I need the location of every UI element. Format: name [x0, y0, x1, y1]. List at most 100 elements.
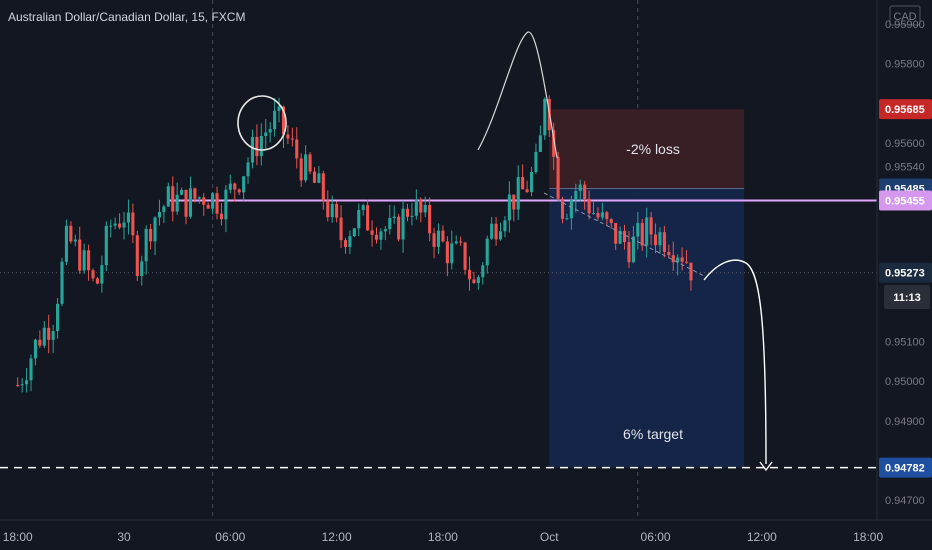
candle-body-73 — [339, 217, 343, 241]
candle-body-31 — [153, 217, 157, 242]
candle-body-114 — [521, 177, 525, 190]
candle-body-42 — [202, 197, 206, 205]
x-tick-labels: 18:00 30 06:00 12:00 18:00 Oct 06:00 12:00 18:00 — [3, 530, 884, 544]
spike-curve-drawing — [477, 31, 558, 159]
candle-body-96 — [441, 230, 445, 242]
candle-body-41 — [197, 197, 201, 199]
candle-body-79 — [366, 205, 370, 231]
countdown-badge — [884, 285, 930, 309]
candle-body-18 — [95, 278, 99, 284]
candle-body-14 — [78, 239, 82, 271]
y-tick-2: 0.95600 — [885, 138, 925, 150]
candle-body-19 — [100, 265, 104, 284]
candle-body-94 — [432, 233, 436, 247]
candle-body-109 — [498, 231, 503, 240]
candle-body-8 — [51, 331, 55, 340]
candle-body-113 — [516, 177, 520, 210]
candle-body-116 — [529, 171, 534, 193]
candle-body-21 — [109, 225, 113, 227]
candle-body-34 — [166, 186, 170, 207]
candle-body-75 — [348, 236, 352, 248]
candle-body-45 — [215, 193, 219, 214]
candle-body-68 — [317, 173, 321, 183]
candle-body-117 — [534, 151, 538, 172]
y-tick-5: 0.95000 — [885, 376, 925, 388]
candle-body-71 — [330, 203, 334, 218]
candle-body-134 — [609, 219, 613, 224]
candle-body-76 — [352, 228, 356, 237]
x-tick-4: 18:00 — [428, 530, 458, 544]
candle-body-108 — [494, 223, 498, 240]
candle-body-12 — [69, 225, 73, 242]
candle-body-20 — [104, 225, 108, 266]
candle-body-58 — [273, 110, 277, 130]
currency-badge[interactable] — [889, 5, 921, 26]
candle-body-111 — [507, 194, 511, 221]
price-tag-0: 0.95685 — [885, 104, 925, 116]
candle-body-33 — [162, 206, 166, 212]
candle-body-13 — [73, 239, 77, 242]
candle-body-9 — [56, 303, 60, 332]
candle-body-137 — [622, 230, 627, 243]
candle-body-28 — [140, 261, 144, 277]
y-tick-1: 0.95800 — [885, 59, 925, 71]
candle-body-143 — [649, 217, 653, 235]
x-tick-8: 18:00 — [853, 530, 883, 544]
chart-title: Australian Dollar/Canadian Dollar, 15, F… — [8, 10, 245, 24]
candle-body-37 — [180, 189, 184, 195]
candle-body-6 — [42, 327, 46, 346]
candle-body-51 — [242, 176, 246, 193]
candle-body-57 — [268, 129, 272, 133]
candle-body-88 — [405, 208, 410, 217]
candle-body-16 — [87, 250, 91, 271]
candle-body-54 — [255, 136, 259, 157]
candle-body-98 — [450, 243, 454, 264]
time-axis-panel — [0, 520, 932, 550]
candle-body-91 — [419, 199, 423, 213]
candle-body-138 — [627, 242, 631, 263]
candle-body-105 — [481, 265, 485, 278]
candle-body-152 — [689, 262, 693, 281]
candle-body-102 — [467, 269, 472, 280]
candle-body-118 — [538, 135, 542, 152]
candle-body-149 — [676, 257, 680, 263]
candle-body-106 — [485, 238, 489, 266]
candle-body-47 — [224, 189, 228, 220]
candle-body-0 — [16, 385, 20, 387]
candle-body-63 — [295, 139, 299, 159]
candle-body-38 — [184, 189, 188, 217]
candles — [16, 95, 693, 393]
candle-body-115 — [525, 189, 529, 193]
candle-body-147 — [667, 251, 671, 256]
price-tag-bg-2 — [879, 190, 932, 211]
candle-body-119 — [543, 98, 547, 136]
candle-body-82 — [379, 231, 383, 240]
candle-body-77 — [357, 209, 361, 229]
candle-body-93 — [428, 205, 432, 234]
countdown-label: 11:13 — [893, 292, 921, 304]
candle-body-145 — [658, 232, 662, 246]
candle-body-150 — [680, 257, 684, 262]
level-lines — [0, 199, 877, 469]
candle-body-30 — [149, 228, 153, 242]
price-tag-2: 0.95455 — [885, 195, 925, 207]
candle-body-127 — [578, 184, 582, 191]
y-tick-4: 0.95100 — [885, 336, 925, 348]
price-tag-bg-0 — [879, 99, 932, 120]
candle-body-135 — [614, 223, 618, 244]
candle-body-125 — [569, 200, 573, 219]
candle-body-32 — [157, 211, 162, 218]
candle-body-103 — [472, 279, 476, 284]
candle-body-122 — [556, 156, 560, 199]
candle-body-132 — [600, 212, 604, 218]
price-axis[interactable]: CAD — [876, 0, 932, 520]
time-axis[interactable] — [0, 519, 932, 550]
candle-body-130 — [591, 212, 596, 214]
candle-body-50 — [237, 189, 241, 193]
candle-body-131 — [596, 212, 600, 218]
candle-body-83 — [383, 229, 387, 232]
candle-body-129 — [587, 198, 591, 214]
candle-body-40 — [193, 188, 197, 199]
